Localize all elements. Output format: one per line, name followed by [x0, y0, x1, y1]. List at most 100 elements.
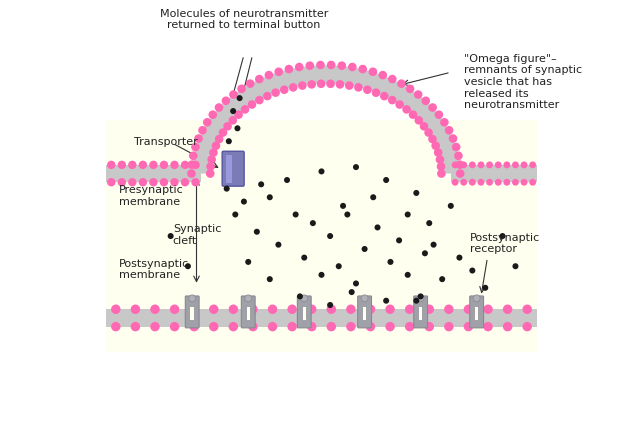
- Circle shape: [310, 221, 316, 227]
- Circle shape: [159, 161, 168, 170]
- Circle shape: [280, 86, 289, 95]
- Circle shape: [478, 162, 484, 169]
- Circle shape: [224, 186, 230, 192]
- Circle shape: [208, 111, 217, 120]
- Circle shape: [139, 178, 147, 187]
- Circle shape: [354, 84, 363, 92]
- Bar: [226, 155, 232, 183]
- Circle shape: [426, 221, 432, 227]
- Circle shape: [424, 322, 434, 332]
- Circle shape: [245, 295, 251, 302]
- Circle shape: [307, 81, 316, 89]
- Circle shape: [118, 178, 126, 187]
- Circle shape: [168, 233, 174, 240]
- Circle shape: [128, 178, 136, 187]
- Circle shape: [159, 178, 168, 187]
- Circle shape: [318, 169, 325, 175]
- Circle shape: [500, 233, 505, 240]
- Circle shape: [293, 212, 298, 218]
- Circle shape: [456, 170, 464, 178]
- Circle shape: [192, 178, 200, 187]
- Circle shape: [317, 80, 325, 89]
- Circle shape: [406, 85, 414, 94]
- Circle shape: [345, 82, 354, 91]
- Circle shape: [454, 152, 463, 161]
- Circle shape: [237, 85, 246, 94]
- Circle shape: [289, 84, 298, 92]
- Circle shape: [149, 161, 158, 170]
- Circle shape: [264, 72, 273, 80]
- Circle shape: [448, 203, 454, 209]
- Circle shape: [287, 305, 297, 314]
- Circle shape: [521, 179, 527, 186]
- Circle shape: [215, 135, 224, 144]
- Circle shape: [267, 322, 277, 332]
- Circle shape: [271, 89, 280, 98]
- Text: Molecules of neurotransmitter
returned to terminal button: Molecules of neurotransmitter returned t…: [159, 9, 328, 30]
- Circle shape: [366, 305, 376, 314]
- Circle shape: [449, 135, 457, 144]
- Circle shape: [222, 97, 230, 106]
- Circle shape: [503, 305, 512, 314]
- Circle shape: [232, 212, 239, 218]
- Circle shape: [305, 62, 314, 71]
- Circle shape: [203, 119, 212, 127]
- FancyBboxPatch shape: [185, 296, 199, 328]
- Circle shape: [298, 82, 307, 91]
- FancyBboxPatch shape: [358, 296, 372, 328]
- Circle shape: [414, 91, 422, 100]
- Circle shape: [149, 178, 158, 187]
- Circle shape: [285, 66, 293, 74]
- Circle shape: [111, 305, 120, 314]
- Circle shape: [431, 242, 437, 248]
- Circle shape: [503, 162, 511, 169]
- Circle shape: [185, 264, 191, 270]
- Circle shape: [248, 305, 258, 314]
- Circle shape: [383, 298, 389, 304]
- Circle shape: [457, 255, 462, 261]
- Bar: [303, 307, 306, 320]
- Circle shape: [267, 276, 273, 283]
- Bar: [475, 307, 478, 320]
- Circle shape: [284, 178, 290, 184]
- Circle shape: [240, 106, 249, 114]
- Circle shape: [230, 109, 236, 115]
- Circle shape: [503, 322, 512, 332]
- Circle shape: [192, 161, 200, 170]
- Polygon shape: [192, 66, 460, 174]
- Circle shape: [437, 170, 446, 178]
- Bar: [106, 310, 537, 327]
- Circle shape: [484, 305, 493, 314]
- Circle shape: [486, 179, 493, 186]
- Circle shape: [512, 179, 519, 186]
- Circle shape: [209, 322, 219, 332]
- Circle shape: [246, 80, 255, 89]
- Circle shape: [131, 322, 140, 332]
- Circle shape: [241, 199, 247, 205]
- Circle shape: [348, 64, 357, 72]
- Circle shape: [464, 305, 473, 314]
- Circle shape: [370, 195, 376, 201]
- Circle shape: [267, 195, 273, 201]
- Circle shape: [107, 178, 116, 187]
- Circle shape: [190, 305, 199, 314]
- Bar: [106, 166, 201, 183]
- Circle shape: [189, 295, 195, 302]
- Circle shape: [512, 162, 519, 169]
- Circle shape: [181, 161, 189, 170]
- Circle shape: [452, 144, 460, 152]
- Circle shape: [404, 272, 411, 278]
- Circle shape: [215, 104, 223, 113]
- Circle shape: [237, 96, 242, 102]
- Circle shape: [245, 259, 251, 265]
- Circle shape: [413, 190, 419, 197]
- Circle shape: [338, 62, 346, 71]
- Circle shape: [223, 123, 232, 131]
- Circle shape: [326, 80, 335, 89]
- Circle shape: [307, 322, 316, 332]
- Circle shape: [150, 322, 159, 332]
- Circle shape: [248, 101, 257, 110]
- Circle shape: [486, 162, 493, 169]
- Circle shape: [469, 268, 475, 274]
- Circle shape: [327, 233, 333, 240]
